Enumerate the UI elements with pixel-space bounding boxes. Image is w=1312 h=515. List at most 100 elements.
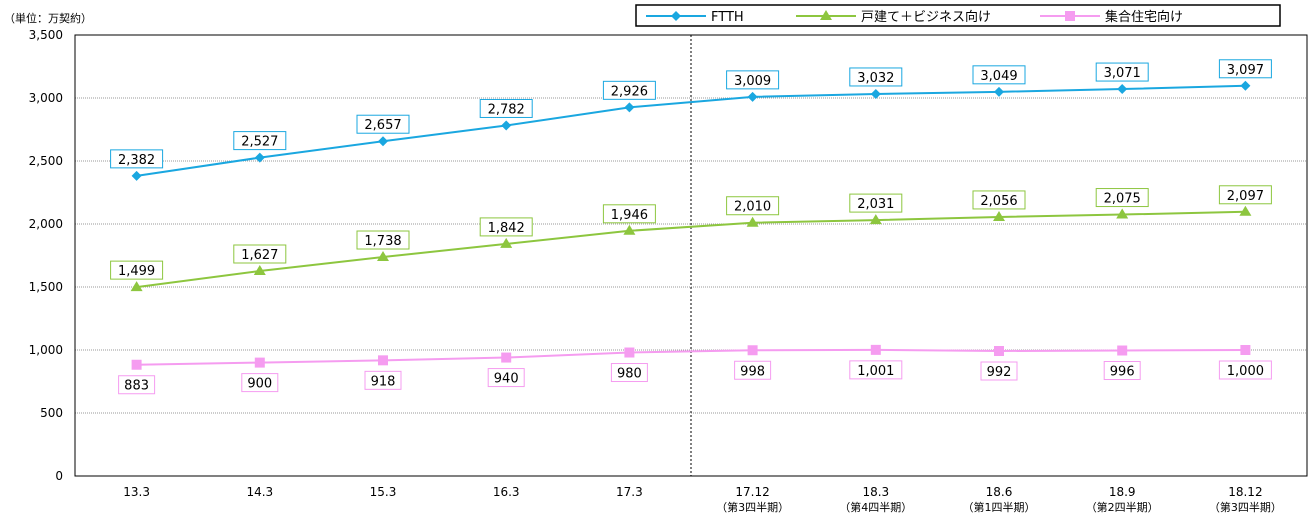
data-label: 940 xyxy=(494,372,519,387)
data-label-box xyxy=(118,375,156,395)
data-point xyxy=(747,91,758,102)
legend-label: 戸建て＋ビジネス向け xyxy=(861,9,991,25)
data-label: 2,097 xyxy=(1227,189,1264,204)
x-tick-label: 18.12 xyxy=(1228,485,1262,499)
data-label-box xyxy=(1218,59,1272,79)
data-label-box xyxy=(356,114,410,134)
data-label-box xyxy=(110,260,164,280)
data-label-box xyxy=(364,370,402,390)
data-label: 1,001 xyxy=(857,364,894,379)
data-point xyxy=(254,152,265,163)
y-tick-label: 2,000 xyxy=(29,217,63,231)
data-label: 883 xyxy=(124,379,149,394)
data-point xyxy=(500,237,513,248)
data-label: 2,031 xyxy=(857,197,894,212)
unit-label: （単位：万契約） xyxy=(4,11,92,25)
data-label: 998 xyxy=(740,364,765,379)
data-point xyxy=(131,359,142,370)
x-tick-label: 14.3 xyxy=(246,485,273,499)
data-label: 2,382 xyxy=(118,153,155,168)
data-point xyxy=(378,136,388,147)
data-point xyxy=(130,281,143,292)
data-label-box xyxy=(241,373,279,393)
data-label-box xyxy=(233,244,287,264)
legend-label: FTTH xyxy=(711,10,744,25)
data-label: 3,049 xyxy=(980,69,1017,84)
series-line xyxy=(136,84,1246,177)
data-label: 1,842 xyxy=(488,221,525,236)
x-tick-sublabel: （第4四半期） xyxy=(839,500,912,514)
data-label: 1,738 xyxy=(364,234,401,249)
data-label-box xyxy=(110,149,164,169)
y-tick-label: 3,000 xyxy=(29,91,63,105)
data-label-box xyxy=(602,204,656,224)
data-point xyxy=(624,347,635,358)
y-tick-label: 1,000 xyxy=(29,343,63,357)
data-label: 2,527 xyxy=(241,135,278,150)
data-point xyxy=(870,88,881,99)
data-point xyxy=(624,102,635,113)
data-label: 3,097 xyxy=(1227,63,1264,78)
data-label-box xyxy=(849,360,903,380)
data-label-box xyxy=(980,361,1018,381)
data-point xyxy=(869,214,882,225)
data-point xyxy=(746,216,759,227)
data-label: 1,000 xyxy=(1227,364,1264,379)
data-point xyxy=(1240,345,1251,355)
data-label: 1,627 xyxy=(241,248,278,263)
data-point xyxy=(1117,84,1128,95)
data-point xyxy=(1239,205,1252,216)
data-point xyxy=(671,11,681,21)
legend: FTTH 戸建て＋ビジネス向け 集合住宅向け xyxy=(635,4,1281,27)
data-label-box xyxy=(726,70,780,90)
y-tick-label: 2,500 xyxy=(29,154,63,168)
y-tick-label: 500 xyxy=(40,406,63,420)
data-label-box xyxy=(972,190,1026,210)
x-tick-sublabel: （第3四半期） xyxy=(1209,500,1282,514)
axes: 0 500 1,000 1,500 2,000 2,500 3,000 3,500 13.3 14… xyxy=(29,28,1308,514)
data-label-box xyxy=(1095,62,1149,82)
data-label-box xyxy=(1218,360,1272,380)
data-label: 992 xyxy=(987,365,1012,380)
data-point xyxy=(501,352,512,363)
data-label: 2,926 xyxy=(611,84,648,99)
y-tick-label: 0 xyxy=(55,469,63,483)
data-label-box xyxy=(602,80,656,100)
data-point xyxy=(820,10,832,20)
series-line xyxy=(136,210,1246,289)
data-point xyxy=(1116,208,1129,219)
data-label: 980 xyxy=(617,367,642,382)
data-point xyxy=(747,345,758,356)
data-point xyxy=(623,224,636,235)
x-tick-label: 16.3 xyxy=(493,485,520,499)
data-label: 2,075 xyxy=(1104,192,1141,207)
data-label: 3,009 xyxy=(734,74,771,89)
series-line xyxy=(136,348,1246,366)
y-tick-label: 3,500 xyxy=(29,28,63,42)
legend-label: 集合住宅向け xyxy=(1105,9,1183,25)
data-point xyxy=(254,357,265,368)
data-label: 2,782 xyxy=(488,102,525,117)
x-tick-label: 18.6 xyxy=(986,485,1013,499)
data-label-box xyxy=(479,98,533,118)
data-point xyxy=(1240,80,1251,91)
x-tick-label: 17.3 xyxy=(616,485,643,499)
data-label: 900 xyxy=(247,377,272,392)
data-label: 2,657 xyxy=(364,118,401,133)
data-label-box xyxy=(233,131,287,151)
data-label: 996 xyxy=(1110,365,1135,380)
data-label: 1,499 xyxy=(118,264,155,279)
data-point xyxy=(994,86,1004,97)
data-label-box xyxy=(479,217,533,237)
data-label-box xyxy=(487,368,525,388)
data-point xyxy=(377,251,389,262)
data-point xyxy=(994,346,1004,357)
x-tick-sublabel: （第3四半期） xyxy=(716,500,789,514)
data-label: 3,032 xyxy=(857,71,894,86)
data-point xyxy=(870,344,881,355)
data-label: 2,010 xyxy=(734,200,771,215)
data-label-box xyxy=(1218,185,1272,205)
legend-box xyxy=(635,4,1281,27)
y-tick-label: 1,500 xyxy=(29,280,63,294)
